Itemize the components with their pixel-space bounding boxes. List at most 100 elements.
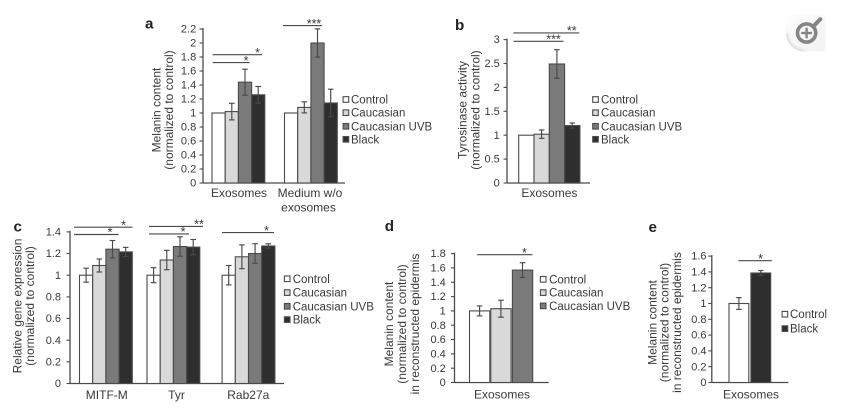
svg-text:1.2: 1.2 (691, 282, 706, 294)
svg-text:*: * (121, 218, 126, 232)
svg-text:0.8: 0.8 (181, 122, 196, 134)
svg-text:1.8: 1.8 (181, 52, 196, 64)
svg-text:0.4: 0.4 (181, 150, 196, 162)
svg-text:Exosomes: Exosomes (474, 388, 530, 402)
svg-text:d: d (385, 218, 394, 235)
svg-text:Control: Control (549, 274, 586, 286)
svg-text:0: 0 (700, 377, 706, 389)
svg-text:2: 2 (494, 82, 500, 94)
svg-text:b: b (455, 17, 464, 34)
svg-text:Black: Black (601, 134, 629, 146)
svg-text:Relative gene expression: Relative gene expression (11, 239, 25, 374)
svg-text:1.6: 1.6 (431, 263, 446, 275)
svg-text:0.6: 0.6 (181, 136, 196, 148)
svg-text:0.2: 0.2 (46, 356, 61, 368)
svg-text:Control: Control (790, 309, 827, 321)
svg-text:*: * (264, 224, 269, 238)
svg-text:Tyr: Tyr (168, 388, 185, 402)
svg-text:1.2: 1.2 (181, 94, 196, 106)
svg-text:0.6: 0.6 (691, 330, 706, 342)
svg-text:Control: Control (351, 95, 388, 107)
svg-text:2: 2 (190, 38, 196, 50)
svg-text:**: ** (567, 24, 577, 38)
svg-text:Melanin content: Melanin content (645, 279, 659, 364)
svg-text:in reconstructed epidermis: in reconstructed epidermis (670, 252, 684, 393)
svg-text:(normalized to control): (normalized to control) (23, 246, 37, 365)
svg-text:in reconstructed epidermis: in reconstructed epidermis (408, 254, 422, 395)
svg-text:0: 0 (55, 378, 61, 390)
svg-text:Black: Black (351, 134, 379, 146)
svg-text:1: 1 (190, 108, 196, 120)
svg-text:0: 0 (494, 178, 500, 190)
svg-text:Caucasian: Caucasian (549, 288, 603, 300)
svg-text:1.4: 1.4 (46, 227, 61, 239)
svg-text:1.6: 1.6 (691, 251, 706, 263)
svg-text:Exosomes: Exosomes (211, 186, 267, 200)
svg-text:0.4: 0.4 (46, 335, 61, 347)
svg-text:1.4: 1.4 (181, 80, 196, 92)
svg-text:(normalized to control): (normalized to control) (395, 264, 409, 383)
svg-text:0.2: 0.2 (181, 164, 196, 176)
svg-text:0.8: 0.8 (691, 314, 706, 326)
svg-text:Caucasian: Caucasian (601, 108, 655, 120)
svg-text:1: 1 (494, 130, 500, 142)
svg-text:**: ** (194, 218, 204, 232)
svg-text:*: * (108, 226, 113, 240)
svg-text:0.8: 0.8 (46, 292, 61, 304)
svg-text:1: 1 (700, 298, 706, 310)
svg-text:Black: Black (790, 324, 818, 336)
svg-text:1.2: 1.2 (431, 291, 446, 303)
svg-text:1.4: 1.4 (431, 277, 446, 289)
svg-text:e: e (649, 219, 657, 236)
svg-text:Exosomes: Exosomes (723, 388, 779, 402)
svg-text:*: * (522, 246, 527, 260)
svg-text:3: 3 (494, 34, 500, 46)
svg-text:Caucasian: Caucasian (293, 288, 347, 300)
svg-text:Caucasian UVB: Caucasian UVB (351, 121, 433, 133)
svg-text:Control: Control (293, 274, 330, 286)
svg-text:0.4: 0.4 (691, 346, 706, 358)
svg-text:MITF-M: MITF-M (86, 388, 128, 402)
svg-text:1: 1 (55, 270, 61, 282)
svg-text:exosomes: exosomes (281, 201, 336, 215)
svg-text:a: a (145, 16, 154, 33)
svg-text:0.2: 0.2 (431, 363, 446, 375)
svg-text:c: c (14, 219, 22, 236)
svg-text:Caucasian UVB: Caucasian UVB (549, 301, 631, 313)
svg-text:1.2: 1.2 (46, 248, 61, 260)
svg-text:*: * (255, 46, 260, 60)
svg-text:0.2: 0.2 (691, 361, 706, 373)
svg-text:Caucasian UVB: Caucasian UVB (601, 121, 683, 133)
svg-text:2.5: 2.5 (485, 58, 500, 70)
svg-text:0.8: 0.8 (431, 320, 446, 332)
svg-text:0: 0 (440, 377, 446, 389)
svg-text:1.8: 1.8 (431, 248, 446, 260)
svg-text:*: * (181, 225, 186, 239)
svg-text:1: 1 (440, 306, 446, 318)
svg-text:***: *** (546, 33, 561, 47)
svg-text:1.5: 1.5 (485, 106, 500, 118)
svg-text:0.5: 0.5 (485, 154, 500, 166)
svg-text:(normalized to control): (normalized to control) (469, 50, 483, 169)
svg-text:0.6: 0.6 (431, 334, 446, 346)
svg-text:Tyrosinase activity: Tyrosinase activity (456, 61, 470, 159)
svg-text:0: 0 (190, 178, 196, 190)
svg-text:Melanin content: Melanin content (382, 281, 396, 366)
svg-text:Exosomes: Exosomes (521, 186, 577, 200)
svg-text:Caucasian: Caucasian (351, 108, 405, 120)
svg-text:0.6: 0.6 (46, 313, 61, 325)
svg-text:Medium w/o: Medium w/o (278, 186, 343, 200)
svg-text:Melanin content: Melanin content (149, 67, 163, 152)
svg-text:1.4: 1.4 (691, 267, 706, 279)
svg-text:Rab27a: Rab27a (227, 388, 269, 402)
svg-text:Black: Black (293, 315, 321, 327)
svg-text:Control: Control (601, 95, 638, 107)
svg-text:*: * (244, 54, 249, 68)
svg-text:*: * (758, 252, 763, 266)
svg-text:1.6: 1.6 (181, 66, 196, 78)
svg-text:(normalized to control): (normalized to control) (162, 50, 176, 169)
svg-text:2.2: 2.2 (181, 24, 196, 36)
svg-text:0.4: 0.4 (431, 349, 446, 361)
svg-text:(normalized to control): (normalized to control) (658, 263, 672, 382)
svg-text:***: *** (307, 17, 322, 31)
